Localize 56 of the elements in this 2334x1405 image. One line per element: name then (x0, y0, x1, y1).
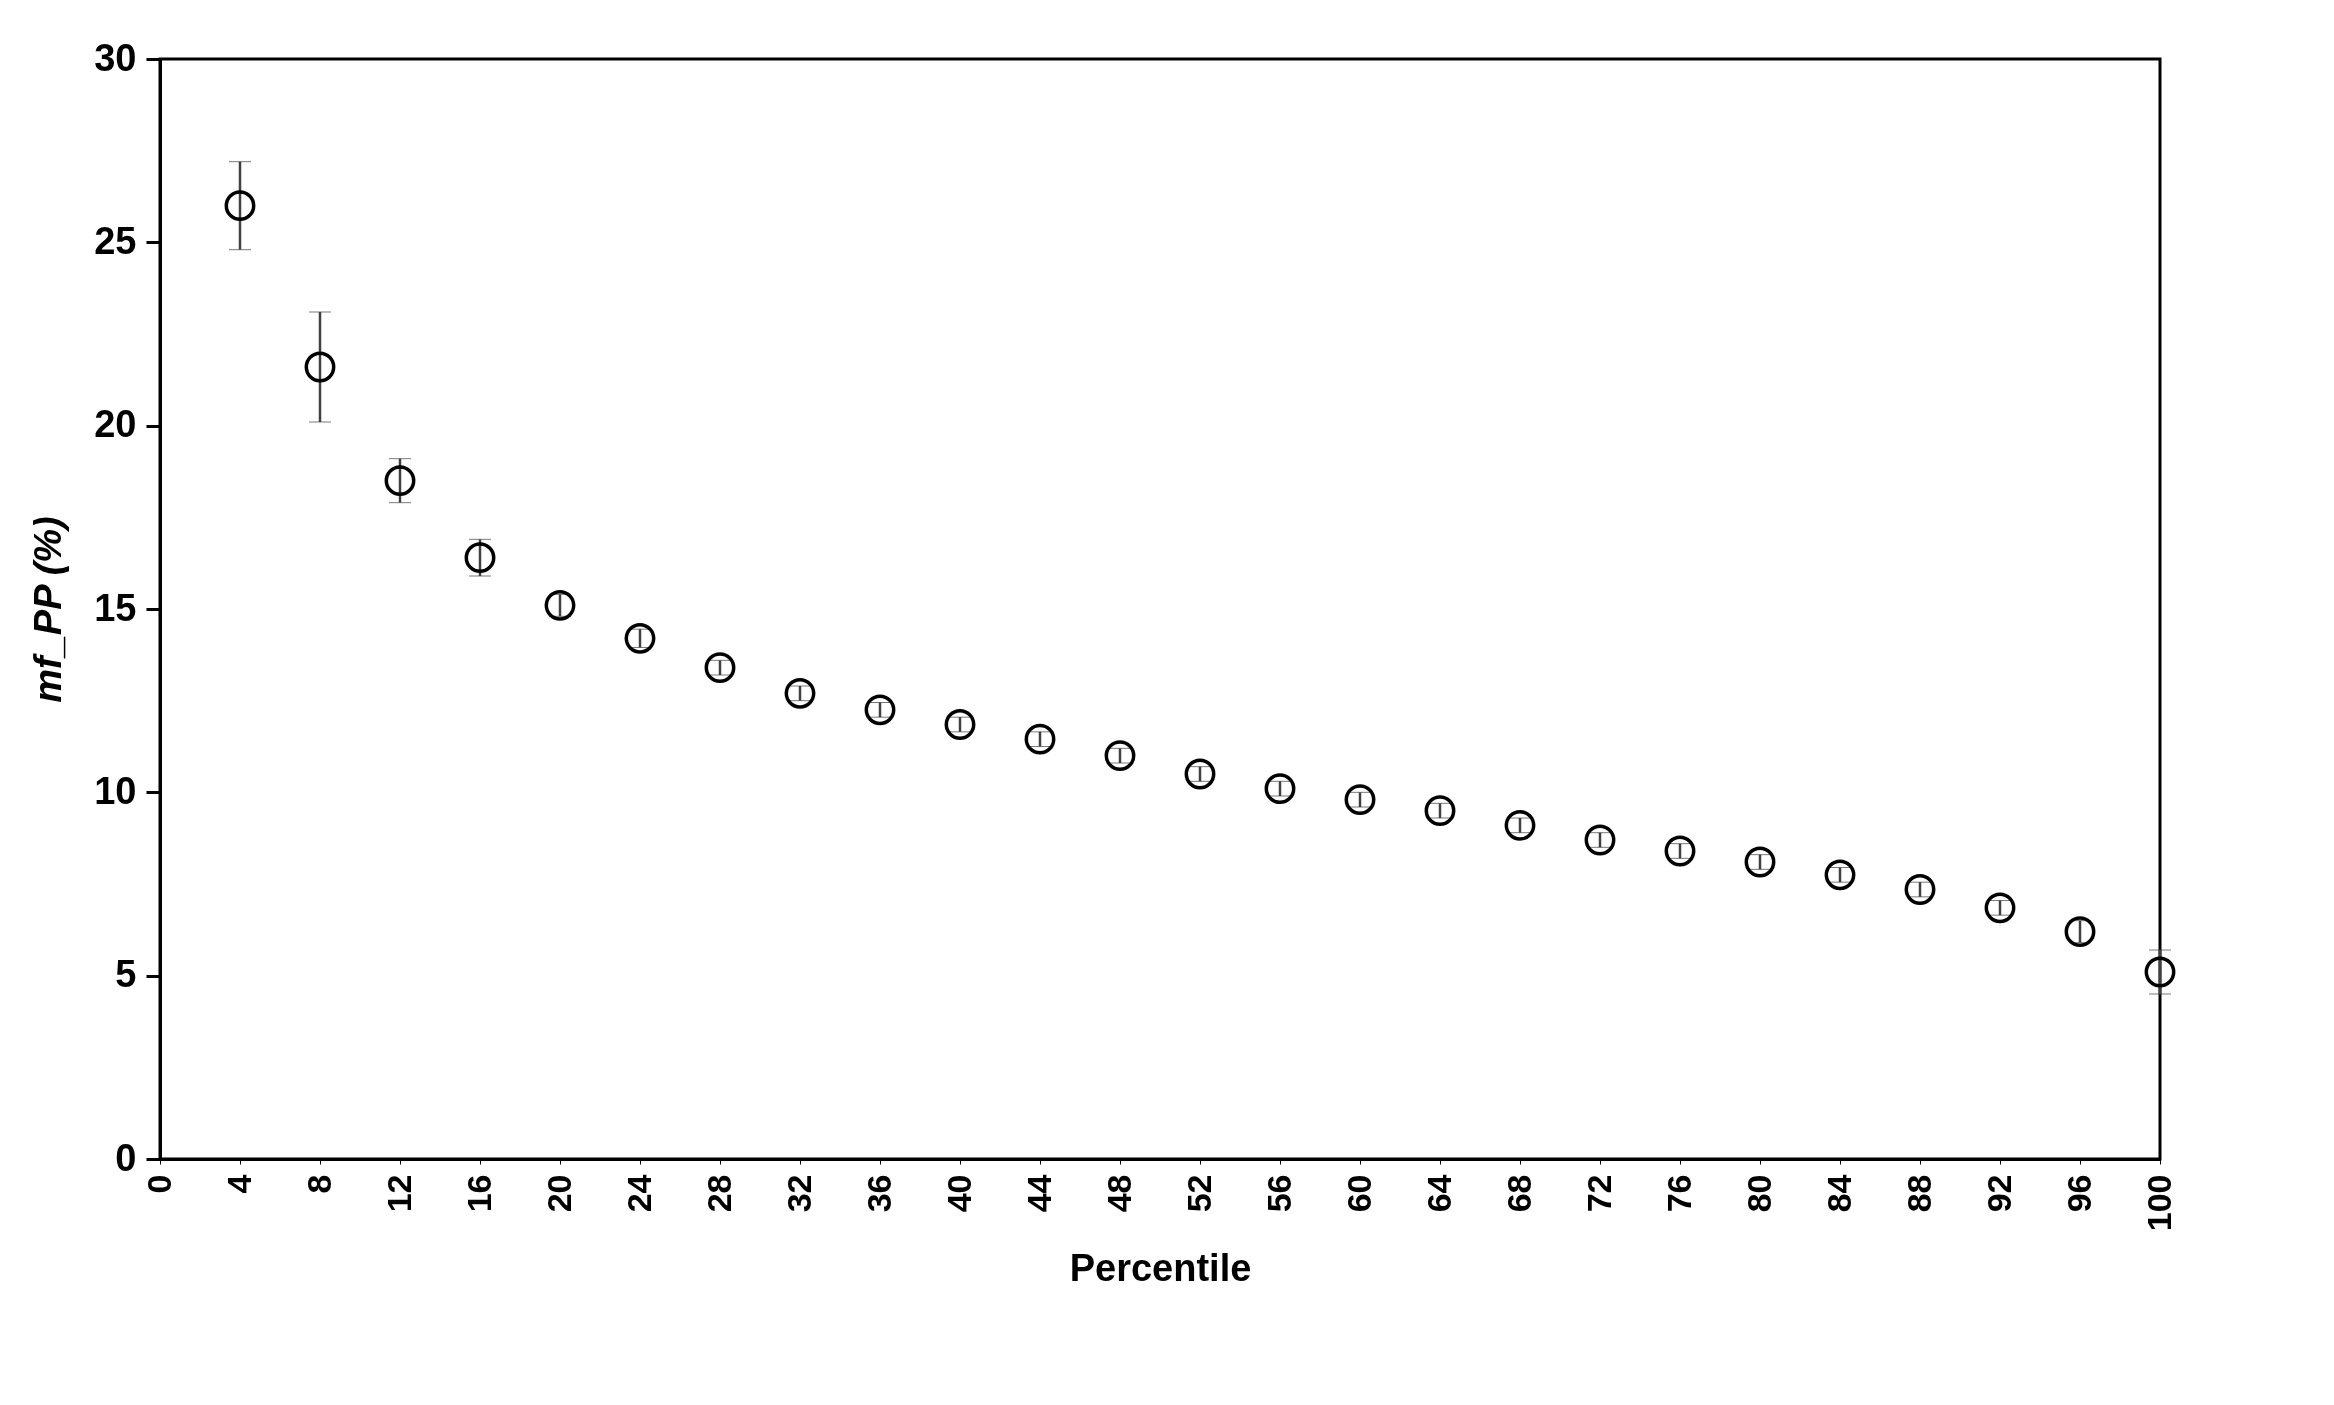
y-tick-label: 25 (94, 219, 137, 262)
x-tick-label: 96 (2059, 1174, 2098, 1213)
x-tick-label: 24 (619, 1174, 658, 1213)
point (1264, 773, 1296, 805)
y-tick-label: 15 (94, 586, 137, 629)
x-tick-label: 36 (859, 1174, 898, 1213)
x-tick-label: 56 (1259, 1174, 1298, 1213)
x-tick-label: 8 (299, 1174, 338, 1194)
point (464, 542, 496, 574)
x-tick-label: 88 (1899, 1174, 1938, 1213)
x-tick-label: 72 (1579, 1174, 1618, 1213)
x-tick-label: 12 (379, 1174, 418, 1213)
x-tick-label: 92 (1979, 1174, 2018, 1213)
x-tick-label: 32 (779, 1174, 818, 1213)
x-tick-label: 44 (1019, 1174, 1058, 1213)
point (1024, 723, 1056, 755)
point (384, 465, 416, 497)
point (1184, 758, 1216, 790)
point (2144, 956, 2176, 988)
point (1504, 809, 1536, 841)
point (864, 694, 896, 726)
point (1104, 740, 1136, 772)
point (1904, 874, 1936, 905)
x-tick-label: 76 (1659, 1174, 1698, 1213)
x-tick-label: 28 (699, 1174, 738, 1213)
point (1664, 835, 1696, 867)
x-tick-label: 100 (2139, 1174, 2178, 1232)
x-tick-label: 20 (539, 1174, 578, 1213)
point (1344, 784, 1376, 816)
x-tick-label: 48 (1099, 1174, 1138, 1213)
x-tick-label: 80 (1739, 1174, 1778, 1213)
x-tick-label: 68 (1499, 1174, 1538, 1213)
point (704, 652, 736, 684)
y-axis-title: mf_PP (%) (27, 516, 70, 703)
x-axis-title: Percentile (1069, 1247, 1252, 1290)
point (784, 677, 816, 709)
x-tick-label: 4 (219, 1174, 258, 1194)
y-tick-label: 30 (94, 36, 137, 79)
point (1984, 892, 2016, 924)
x-tick-label: 0 (139, 1174, 178, 1194)
x-tick-label: 84 (1819, 1174, 1858, 1213)
y-tick-label: 10 (94, 769, 137, 812)
x-tick-label: 16 (459, 1174, 498, 1213)
y-tick-label: 5 (115, 953, 137, 996)
point (224, 190, 256, 222)
point (1584, 824, 1616, 856)
point (1824, 859, 1856, 891)
x-tick-label: 52 (1179, 1174, 1218, 1213)
y-tick-label: 20 (94, 403, 137, 446)
point (304, 351, 336, 383)
point (1744, 846, 1776, 878)
x-tick-label: 60 (1339, 1174, 1378, 1213)
point (944, 709, 976, 740)
point (1424, 795, 1456, 827)
x-tick-label: 40 (939, 1174, 978, 1213)
x-tick-label: 64 (1419, 1174, 1458, 1213)
